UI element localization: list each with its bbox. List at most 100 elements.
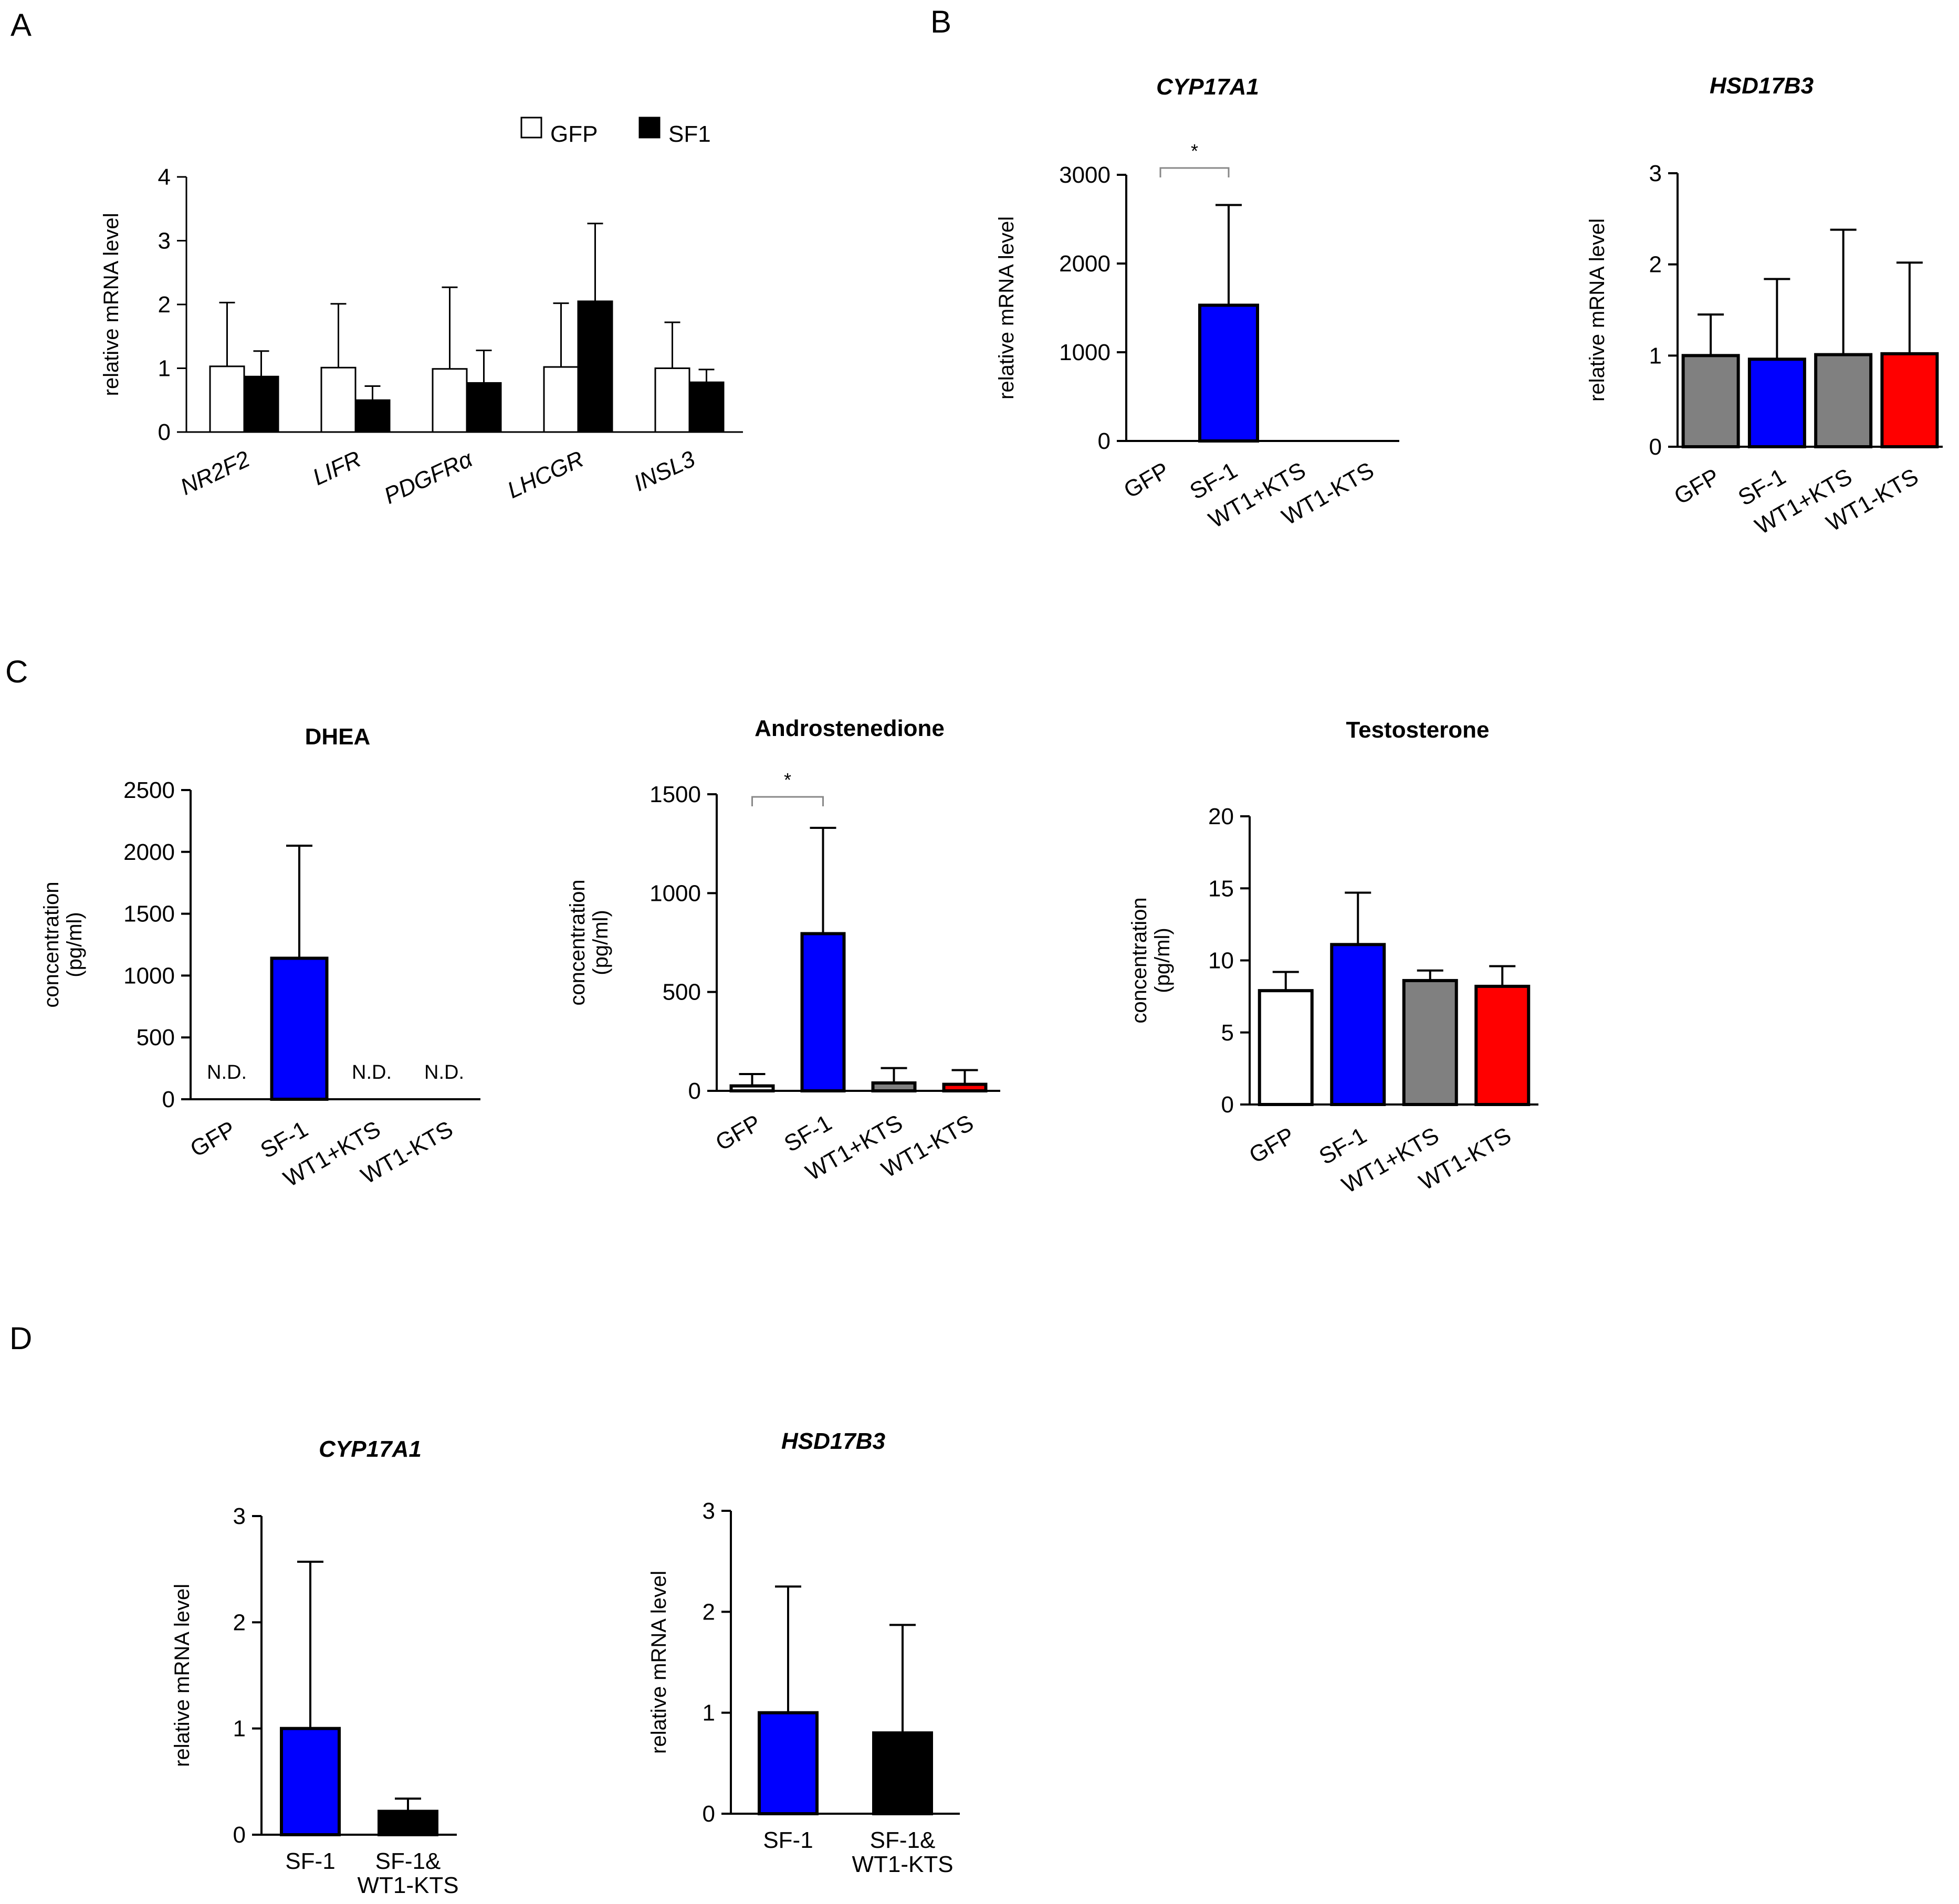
chart-b2-ytick-label: 1	[1649, 343, 1662, 369]
chart-c2-y-label-line: concentration	[566, 879, 589, 1005]
chart-a: 0 1 2 3 4 relative mRNA level NR2F2 LIFR PDGFRα L…	[100, 117, 743, 509]
chart-d1-category-label: SF-1& WT1-KTS	[357, 1848, 458, 1898]
chart-c2-bar-wt1-kts	[871, 1081, 917, 1093]
chart-b2-y-label-line: relative mRNA level	[1586, 218, 1609, 402]
chart-b1-y-label-line: relative mRNA level	[995, 216, 1018, 399]
chart-d2-bar-sf-1-wt1-kts	[872, 1731, 933, 1815]
chart-c3-ytick-label: 15	[1208, 876, 1234, 901]
chart-d2-y-label: relative mRNA level	[647, 1571, 671, 1754]
panel-label-c: C	[5, 654, 28, 689]
chart-d2-category-line: WT1-KTS	[852, 1852, 953, 1877]
chart-a-category-line: LIFR	[309, 446, 365, 491]
chart-d2-ytick-label: 3	[703, 1498, 715, 1524]
chart-a-bar-sf1-lifr	[354, 399, 391, 433]
chart-d2-title: HSD17B3	[781, 1428, 885, 1454]
chart-b1-ytick-label: 1000	[1059, 340, 1111, 365]
chart-a-ytick-label: 4	[158, 164, 171, 190]
chart-d2-bar-sf-1	[758, 1711, 819, 1816]
chart-a-legend-swatch-sf1	[638, 117, 661, 139]
chart-d1-category-line: WT1-KTS	[357, 1873, 458, 1898]
chart-d2-ytick-label: 1	[703, 1700, 715, 1726]
chart-b1-ytick-label: 0	[1098, 428, 1111, 454]
chart-d1-ytick-label: 3	[233, 1503, 246, 1529]
chart-d2-category-label: SF-1	[763, 1827, 813, 1853]
chart-c1-bar-sf-1	[270, 956, 329, 1101]
chart-c2-ytick-label: 1000	[649, 880, 701, 906]
chart-a-category-label: LIFR	[309, 446, 365, 491]
chart-c2-bar-gfp	[729, 1084, 775, 1092]
chart-a-legend-swatch-gfp	[520, 117, 542, 139]
chart-c2-significance-label: *	[784, 769, 791, 791]
chart-a-category-label: LHCGR	[504, 446, 588, 504]
chart-a-bar-sf1-insl3	[688, 381, 725, 433]
chart-a-legend-label-gfp: GFP	[550, 121, 598, 147]
chart-d1-category-label: SF-1	[285, 1848, 335, 1874]
chart-b1-bar-sf-1	[1198, 303, 1259, 443]
chart-d2-category-line: SF-1	[763, 1827, 813, 1853]
chart-b2-y-label: relative mRNA level	[1586, 218, 1609, 402]
chart-d1-category-line: SF-1	[285, 1848, 335, 1874]
chart-a-ytick-label: 3	[158, 228, 171, 254]
chart-c3-ytick-label: 10	[1208, 948, 1234, 974]
chart-b2-bar-gfp	[1681, 354, 1740, 448]
chart-c3-bar-wt1-kts	[1474, 984, 1531, 1107]
chart-d1-category-line: SF-1&	[375, 1848, 441, 1874]
chart-d2-ytick-label: 2	[703, 1599, 715, 1625]
chart-d2-y-label-line: relative mRNA level	[647, 1571, 671, 1754]
chart-d1-ytick-label: 1	[233, 1716, 246, 1742]
chart-d1-y-label-line: relative mRNA level	[171, 1584, 194, 1767]
chart-b1-category-line: GFP	[1119, 457, 1174, 503]
chart-a-bar-gfp-lifr	[320, 366, 357, 433]
chart-c1-nd-label: N.D.	[424, 1061, 464, 1084]
chart-a-y-label-line: relative mRNA level	[100, 213, 123, 396]
chart-c3-bar-gfp	[1258, 989, 1314, 1107]
chart-c3-ytick-label: 0	[1221, 1092, 1234, 1118]
chart-c2-y-label-line: (pg/ml)	[589, 910, 612, 975]
chart-c1: 0 500 1000 1500 2000 2500 concentration(pg/ml)…	[40, 724, 480, 1192]
chart-a-category-line: LHCGR	[504, 446, 588, 504]
chart-a-ytick-label: 1	[158, 356, 171, 382]
chart-a-y-label: relative mRNA level	[100, 213, 123, 396]
chart-b1-significance-bracket	[1159, 167, 1230, 177]
chart-a-category-line: NR2F2	[176, 446, 254, 500]
chart-c2-y-label: concentration(pg/ml)	[566, 879, 612, 1005]
chart-b1-ytick-label: 2000	[1059, 251, 1111, 277]
chart-b2-ytick-label: 2	[1649, 252, 1662, 278]
chart-c1-y-label-line: concentration	[40, 881, 63, 1007]
chart-b2-ytick-label: 3	[1649, 161, 1662, 186]
chart-a-bar-sf1-nr2f2	[243, 375, 279, 433]
chart-d1-ytick-label: 2	[233, 1610, 246, 1635]
chart-c1-ytick-label: 500	[137, 1025, 175, 1050]
chart-c3-category-line: GFP	[1245, 1122, 1299, 1169]
chart-c2: 0 500 1000 1500 concentration(pg/ml) Androste…	[566, 716, 1000, 1186]
chart-c1-nd-label: N.D.	[207, 1061, 247, 1084]
chart-c3-category-label: GFP	[1245, 1122, 1299, 1169]
chart-b1: 0 1000 2000 3000 relative mRNA level CYP17A1 G…	[995, 74, 1399, 533]
chart-c1-ytick-label: 2500	[123, 777, 175, 803]
chart-a-category-label: NR2F2	[176, 446, 254, 500]
chart-d2-category-line: SF-1&	[870, 1827, 936, 1853]
chart-c2-bar-sf-1	[800, 932, 846, 1093]
chart-d1-ytick-label: 0	[233, 1822, 246, 1848]
chart-c3-y-label-line: concentration	[1128, 897, 1151, 1023]
chart-a-bar-sf1-lhcgr	[577, 300, 613, 433]
chart-c3-ytick-label: 5	[1221, 1020, 1234, 1046]
chart-c2-title: Androstenedione	[755, 716, 945, 741]
panel-label-b: B	[930, 4, 951, 39]
chart-d1-y-label: relative mRNA level	[171, 1584, 194, 1767]
chart-a-bar-gfp-lhcgr	[543, 366, 579, 433]
chart-c3-bar-sf-1	[1330, 943, 1386, 1107]
chart-c1-y-label: concentration(pg/ml)	[40, 881, 86, 1007]
chart-a-bar-gfp-nr2f2	[209, 365, 245, 433]
chart-a-category-label: INSL3	[630, 446, 699, 496]
chart-a-legend-label-sf1: SF1	[668, 121, 711, 147]
chart-b1-y-label: relative mRNA level	[995, 216, 1018, 399]
chart-d1-title: CYP17A1	[319, 1436, 422, 1462]
chart-c3-title: Testosterone	[1346, 717, 1489, 743]
chart-c1-ytick-label: 2000	[123, 839, 175, 865]
chart-a-ytick-label: 2	[158, 292, 171, 318]
chart-b2-category-label: GFP	[1670, 464, 1724, 510]
chart-c2-bar-wt1-kts	[942, 1082, 988, 1093]
chart-d1-bar-sf-1-wt1-kts	[378, 1810, 438, 1836]
